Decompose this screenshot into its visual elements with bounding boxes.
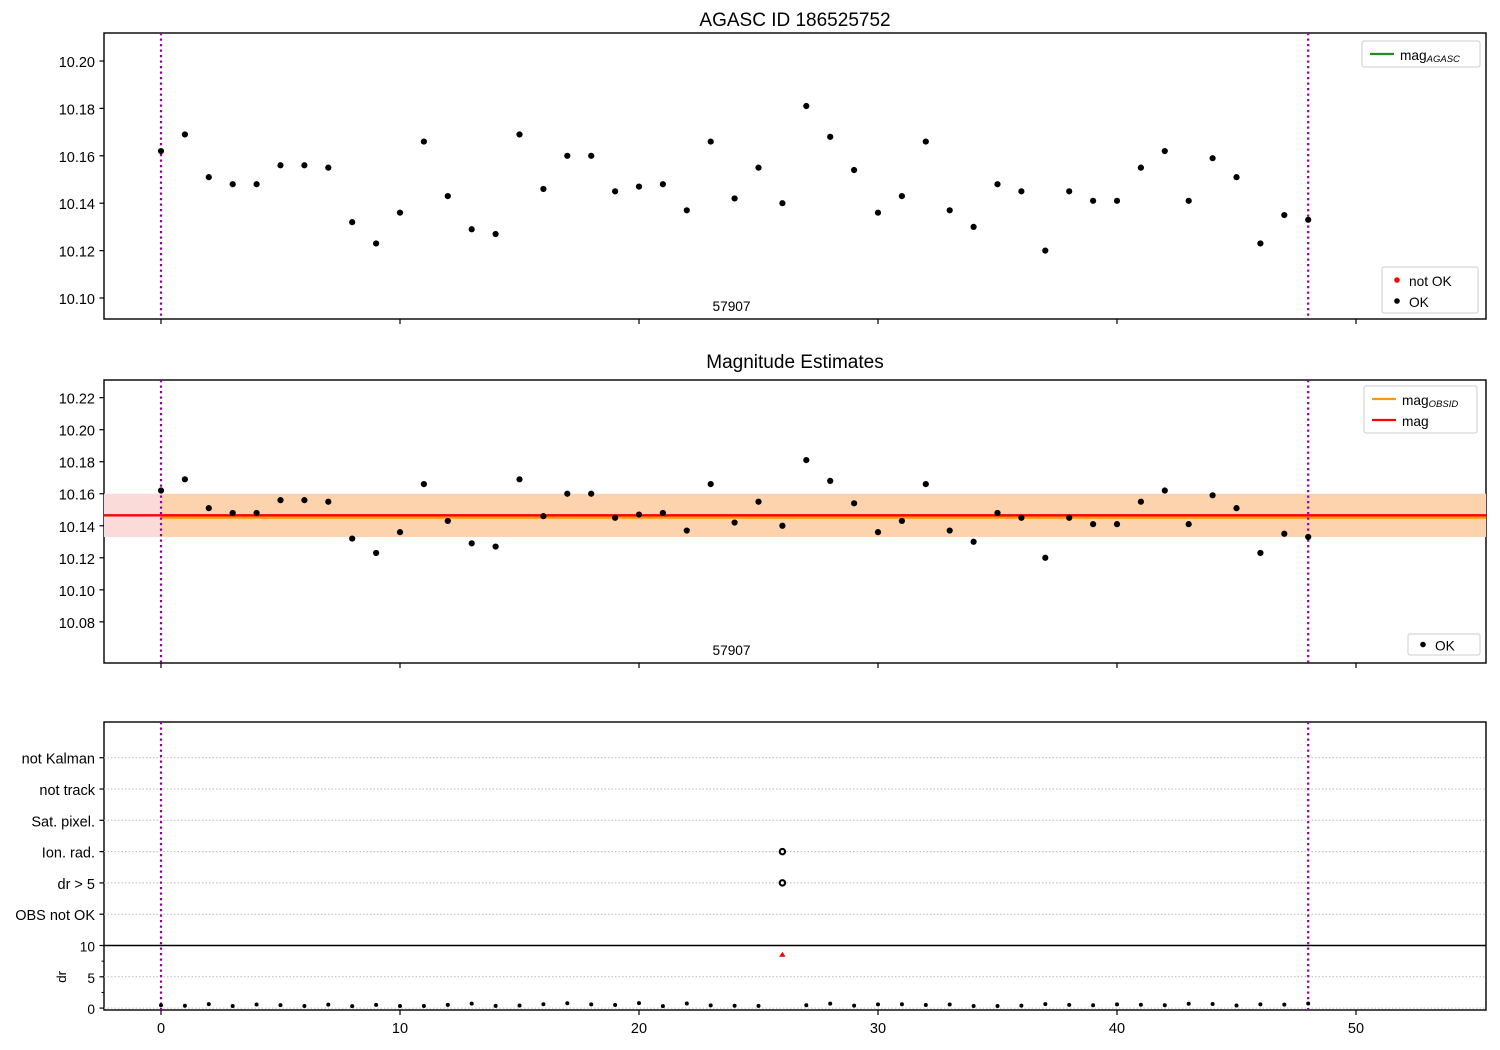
svg-text:57907: 57907 [712,643,750,658]
svg-text:Magnitude Estimates: Magnitude Estimates [706,352,883,373]
svg-text:OK: OK [1435,639,1455,654]
svg-text:OBS not OK: OBS not OK [15,908,95,924]
svg-text:5: 5 [87,971,95,986]
svg-text:10.12: 10.12 [59,245,95,261]
svg-text:40: 40 [1109,1021,1125,1037]
svg-text:10.10: 10.10 [59,584,95,600]
svg-text:mag: mag [1402,414,1429,429]
svg-text:57907: 57907 [712,299,750,314]
svg-text:30: 30 [870,1021,886,1037]
svg-text:0: 0 [87,1002,95,1017]
svg-text:0: 0 [157,1021,165,1037]
svg-text:10.08: 10.08 [59,616,95,632]
svg-text:10.18: 10.18 [59,456,95,472]
svg-text:10.12: 10.12 [59,552,95,568]
svg-text:10.10: 10.10 [59,292,95,308]
svg-text:10.14: 10.14 [59,197,95,213]
svg-text:10.22: 10.22 [59,392,95,408]
svg-text:Sat. pixel.: Sat. pixel. [31,814,95,830]
svg-text:20: 20 [631,1021,647,1037]
svg-text:not track: not track [39,783,95,799]
svg-text:Ion. rad.: Ion. rad. [42,846,95,862]
svg-text:10.16: 10.16 [59,150,95,166]
svg-text:10: 10 [392,1021,408,1037]
svg-text:dr: dr [54,970,69,982]
svg-text:10.20: 10.20 [59,55,95,71]
svg-text:OK: OK [1409,295,1429,310]
svg-text:dr > 5: dr > 5 [58,877,95,893]
svg-text:10.16: 10.16 [59,488,95,504]
svg-text:not OK: not OK [1409,274,1452,289]
svg-text:10.18: 10.18 [59,102,95,118]
svg-text:10.20: 10.20 [59,424,95,440]
svg-text:AGASC ID 186525752: AGASC ID 186525752 [699,10,890,31]
svg-text:10.14: 10.14 [59,520,95,536]
svg-text:10: 10 [80,940,96,955]
svg-text:50: 50 [1348,1021,1364,1037]
svg-text:not Kalman: not Kalman [22,752,95,768]
